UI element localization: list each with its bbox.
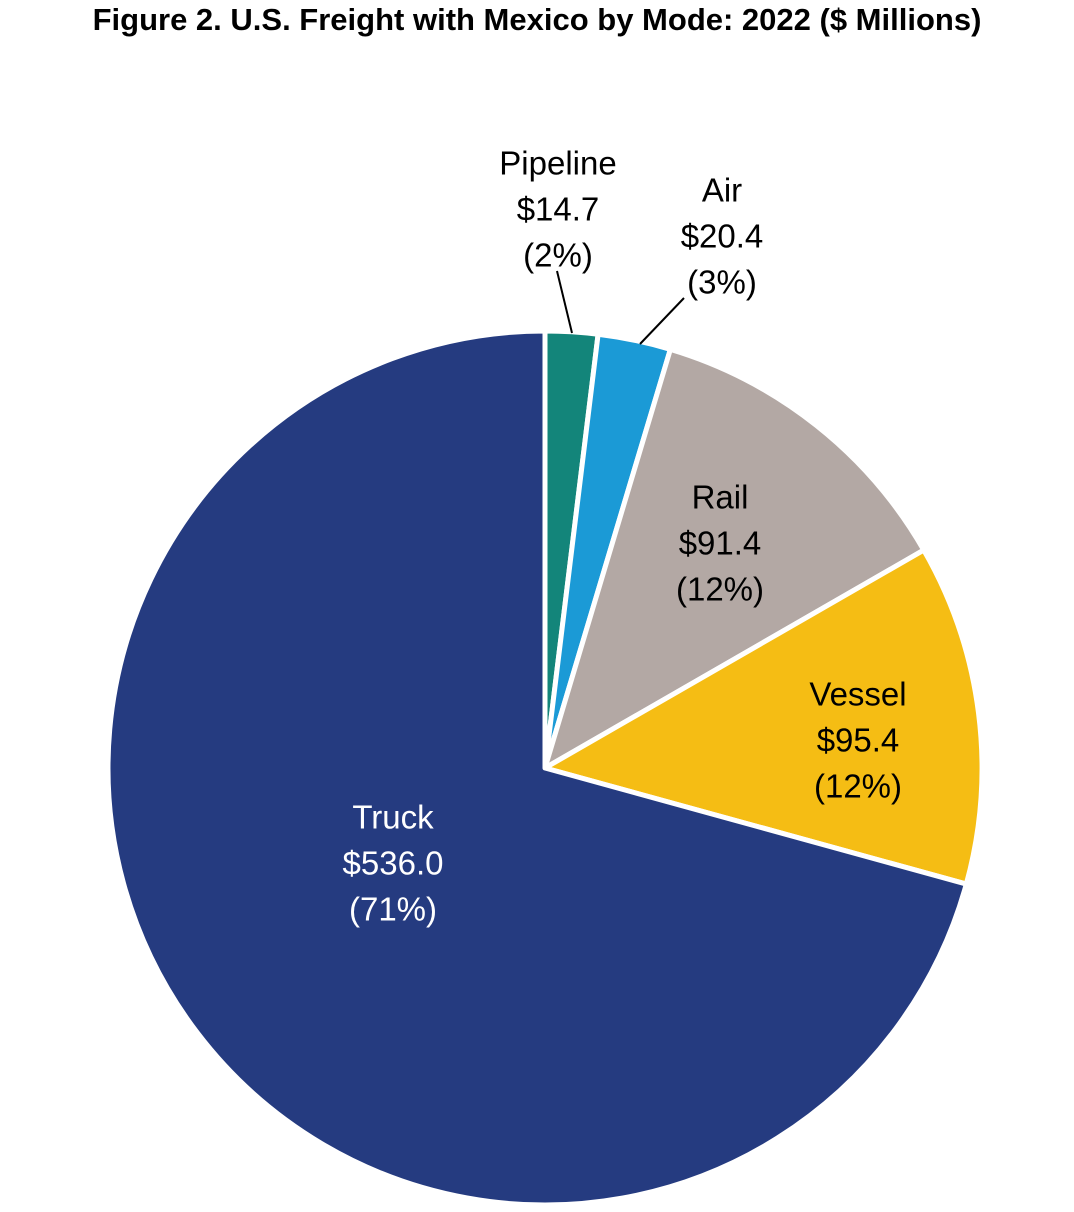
slice-label-air-value: $20.4 — [681, 218, 764, 255]
slice-label-pipeline-value: $14.7 — [517, 191, 600, 228]
slice-label-rail-percent: (12%) — [676, 571, 764, 608]
slice-label-pipeline-percent: (2%) — [523, 237, 593, 274]
slice-label-rail-value: $91.4 — [679, 525, 762, 562]
chart-title: Figure 2. U.S. Freight with Mexico by Mo… — [92, 2, 982, 37]
pie-slice-vessel — [542, 547, 985, 887]
leader-line-air — [639, 297, 685, 345]
slice-labels: Pipeline $14.7 (2%) Air $20.4 (3%) Rail $91.4 (1… — [343, 145, 907, 928]
pie-slices — [105, 328, 985, 1208]
slice-label-vessel-percent: (12%) — [814, 768, 902, 805]
slice-label-rail-name: Rail — [692, 479, 749, 516]
slice-label-vessel-name: Vessel — [809, 676, 906, 713]
slice-label-truck-value: $536.0 — [343, 845, 444, 882]
slice-label-pipeline-name: Pipeline — [499, 145, 616, 182]
pie-slice-truck — [105, 328, 969, 1208]
slice-label-air-name: Air — [702, 172, 742, 209]
pie-slice-rail — [542, 346, 927, 771]
slice-label-air-percent: (3%) — [687, 264, 757, 301]
leader-lines — [556, 270, 685, 345]
slice-label-vessel-value: $95.4 — [817, 722, 900, 759]
slice-label-truck-name: Truck — [352, 799, 434, 836]
leader-line-pipeline — [556, 270, 573, 334]
slice-label-truck-percent: (71%) — [349, 891, 437, 928]
